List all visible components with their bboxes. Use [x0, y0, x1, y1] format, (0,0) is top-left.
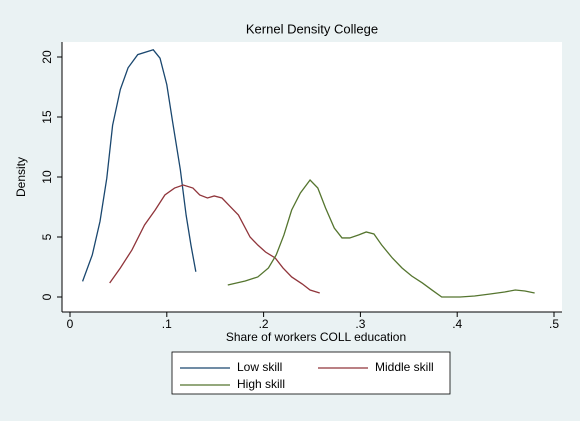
- density-line: [109, 184, 320, 294]
- legend-label: High skill: [237, 377, 285, 391]
- y-tick-label: 15: [40, 110, 54, 124]
- y-tick-label: 5: [40, 233, 54, 240]
- y-tick-label: 10: [40, 170, 54, 184]
- x-tick-label: .2: [259, 317, 269, 331]
- y-tick-label: 0: [40, 293, 54, 300]
- density-line: [81, 49, 197, 282]
- legend-label: Middle skill: [375, 360, 434, 374]
- plot-region: [62, 42, 562, 312]
- chart-title: Kernel Density College: [246, 21, 378, 36]
- legend-label: Low skill: [237, 360, 282, 374]
- x-tick-label: .5: [549, 317, 559, 331]
- y-tick-label: 20: [40, 50, 54, 64]
- x-tick-label: .1: [162, 317, 172, 331]
- x-axis-label: Share of workers COLL education: [226, 330, 406, 344]
- legend: [171, 351, 451, 395]
- x-tick-label: .3: [355, 317, 365, 331]
- x-tick-label: .4: [452, 317, 462, 331]
- x-tick-label: 0: [67, 317, 74, 331]
- y-axis-label: Density: [14, 157, 28, 197]
- density-line: [227, 178, 535, 298]
